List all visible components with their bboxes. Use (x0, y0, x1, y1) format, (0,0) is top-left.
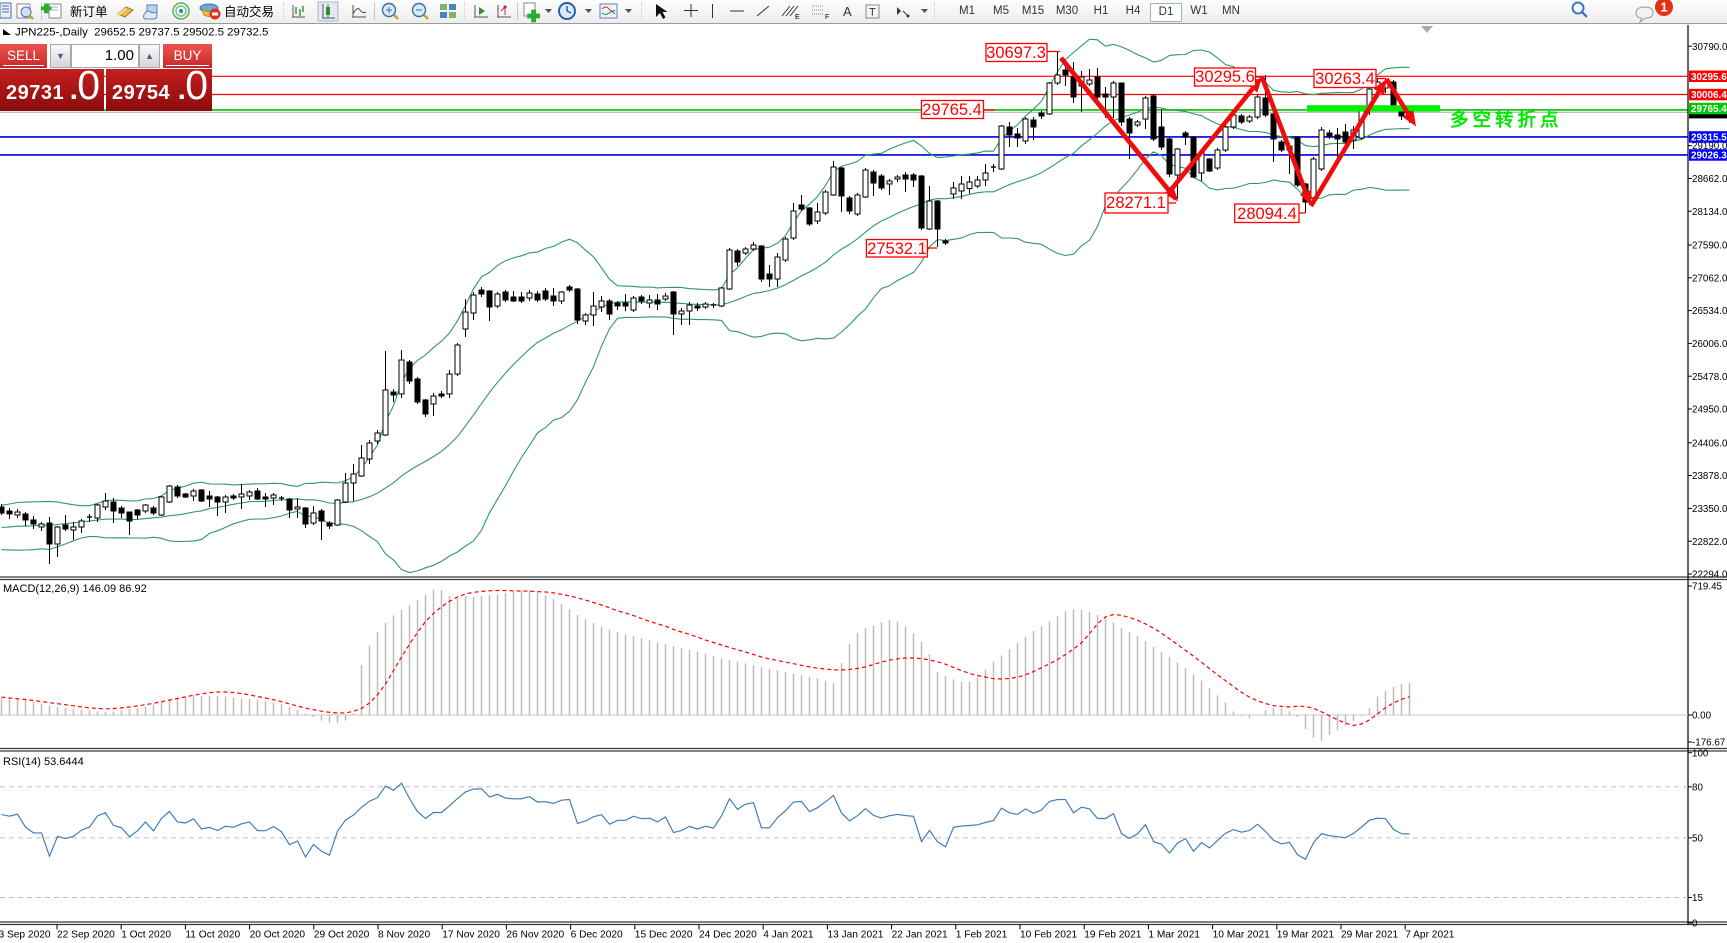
svg-text:50: 50 (1692, 834, 1703, 845)
svg-text:27062.0: 27062.0 (1692, 273, 1727, 284)
svg-text:29 Oct 2020: 29 Oct 2020 (314, 930, 370, 941)
svg-text:0.00: 0.00 (1692, 711, 1712, 722)
svg-text:22 Sep 2020: 22 Sep 2020 (57, 930, 115, 941)
svg-text:17 Nov 2020: 17 Nov 2020 (442, 930, 500, 941)
svg-text:26534.0: 26534.0 (1692, 306, 1727, 317)
svg-text:8 Nov 2020: 8 Nov 2020 (378, 930, 430, 941)
svg-text:23878.0: 23878.0 (1692, 471, 1727, 482)
svg-text:28271.1: 28271.1 (1106, 194, 1166, 212)
svg-text:22294.0: 22294.0 (1692, 570, 1727, 581)
svg-text:30790.0: 30790.0 (1692, 42, 1727, 53)
svg-text:15: 15 (1692, 893, 1703, 904)
svg-text:80: 80 (1692, 782, 1703, 793)
svg-text:10 Feb 2021: 10 Feb 2021 (1020, 930, 1078, 941)
svg-text:29765.4: 29765.4 (922, 101, 982, 119)
svg-text:28094.4: 28094.4 (1237, 205, 1297, 223)
svg-text:19 Feb 2021: 19 Feb 2021 (1084, 930, 1142, 941)
svg-text:A: A (843, 4, 852, 19)
svg-text:719.45: 719.45 (1692, 582, 1723, 593)
svg-text:0: 0 (1692, 919, 1698, 930)
svg-text:30697.3: 30697.3 (986, 44, 1046, 62)
svg-text:10 Mar 2021: 10 Mar 2021 (1213, 930, 1271, 941)
svg-text:11 Oct 2020: 11 Oct 2020 (185, 930, 240, 941)
svg-text:RSI(14) 53.6444: RSI(14) 53.6444 (3, 756, 84, 768)
svg-text:29026.3: 29026.3 (1691, 151, 1727, 162)
svg-text:24950.0: 24950.0 (1692, 405, 1727, 416)
svg-text:27532.1: 27532.1 (867, 240, 927, 258)
svg-text:28134.0: 28134.0 (1692, 207, 1727, 218)
svg-text:25478.0: 25478.0 (1692, 372, 1727, 383)
svg-text:1 Feb 2021: 1 Feb 2021 (956, 930, 1008, 941)
svg-text:13 Jan 2021: 13 Jan 2021 (827, 930, 883, 941)
svg-text:6 Dec 2020: 6 Dec 2020 (571, 930, 623, 941)
svg-text:27590.0: 27590.0 (1692, 241, 1727, 252)
svg-text:JPN225-,Daily 29652.5 29737.5: JPN225-,Daily 29652.5 29737.5 29502.5 29… (15, 27, 268, 39)
svg-text:MACD(12,26,9) 146.09 86.92: MACD(12,26,9) 146.09 86.92 (3, 583, 147, 595)
svg-text:15 Dec 2020: 15 Dec 2020 (635, 930, 693, 941)
svg-text:26006.0: 26006.0 (1692, 339, 1727, 350)
svg-text:26 Nov 2020: 26 Nov 2020 (506, 930, 564, 941)
svg-text:-176.67: -176.67 (1692, 738, 1725, 749)
svg-text:29190.0: 29190.0 (1692, 141, 1727, 152)
svg-text:F: F (825, 14, 829, 21)
svg-text:30295.6: 30295.6 (1195, 68, 1255, 86)
svg-text:E: E (795, 14, 800, 21)
svg-text:30006.4: 30006.4 (1691, 90, 1727, 101)
svg-text:新订单: 新订单 (70, 4, 108, 19)
svg-text:29765.4: 29765.4 (1691, 104, 1727, 115)
svg-text:13 Sep 2020: 13 Sep 2020 (0, 930, 51, 941)
svg-text:23350.0: 23350.0 (1692, 504, 1727, 515)
svg-text:24 Dec 2020: 24 Dec 2020 (699, 930, 757, 941)
svg-text:1 Mar 2021: 1 Mar 2021 (1148, 930, 1200, 941)
svg-text:22 Jan 2021: 22 Jan 2021 (892, 930, 948, 941)
svg-text:20 Oct 2020: 20 Oct 2020 (250, 930, 306, 941)
svg-text:22822.0: 22822.0 (1692, 537, 1727, 548)
svg-text:28662.0: 28662.0 (1692, 174, 1727, 185)
svg-text:24406.0: 24406.0 (1692, 438, 1727, 449)
svg-text:自动交易: 自动交易 (224, 4, 274, 19)
svg-text:19 Mar 2021: 19 Mar 2021 (1277, 930, 1335, 941)
svg-text:30263.4: 30263.4 (1315, 70, 1375, 88)
svg-text:T: T (869, 7, 876, 19)
svg-text:1: 1 (1660, 0, 1667, 15)
svg-text:100: 100 (1692, 748, 1709, 759)
svg-text:4 Jan 2021: 4 Jan 2021 (763, 930, 814, 941)
svg-text:29315.5: 29315.5 (1691, 133, 1727, 144)
svg-text:7 Apr 2021: 7 Apr 2021 (1405, 930, 1455, 941)
svg-text:30295.6: 30295.6 (1691, 72, 1727, 83)
svg-text:1 Oct 2020: 1 Oct 2020 (121, 930, 171, 941)
svg-text:29 Mar 2021: 29 Mar 2021 (1341, 930, 1399, 941)
svg-text:多空转折点: 多空转折点 (1450, 109, 1563, 130)
